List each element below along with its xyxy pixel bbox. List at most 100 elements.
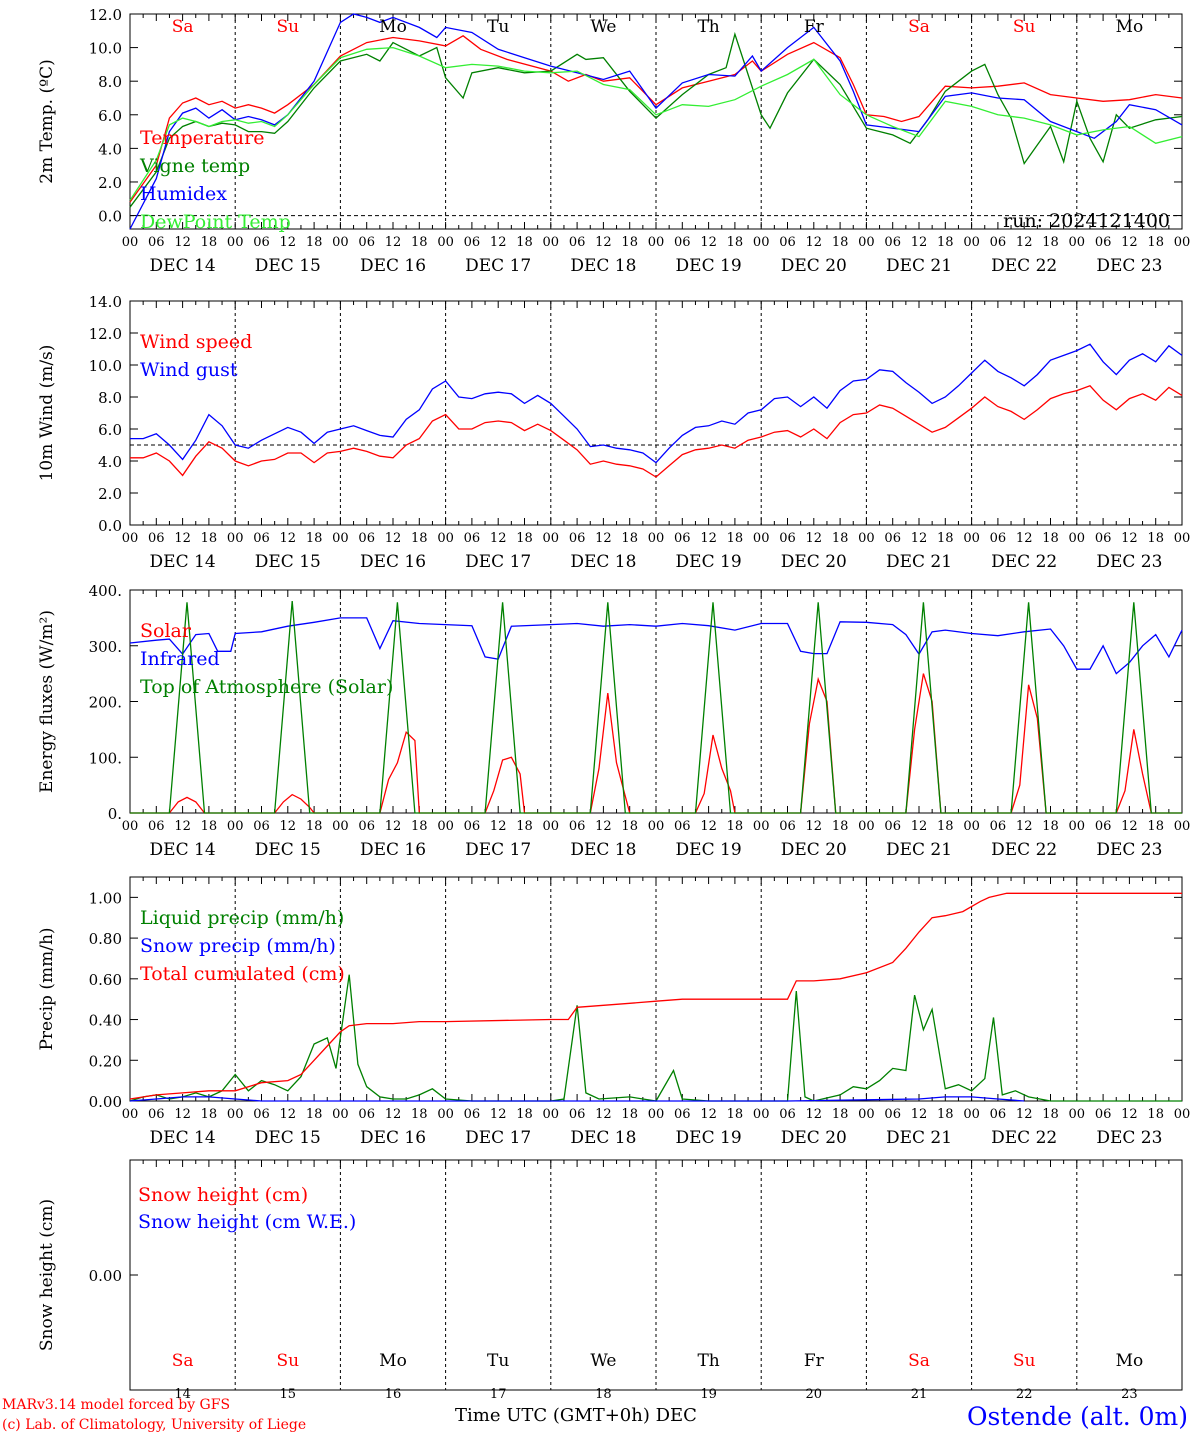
day-label: We <box>590 1351 616 1371</box>
y-tick-label: 10.0 <box>89 40 122 58</box>
x-hour-label: 00 <box>963 531 980 546</box>
x-hour-label: 12 <box>385 819 402 834</box>
x-date-label: DEC 16 <box>360 256 426 276</box>
x-hour-label: 18 <box>621 1107 638 1122</box>
x-day-number: 14 <box>174 1387 191 1402</box>
legend-entry: Humidex <box>140 183 227 205</box>
x-hour-label: 00 <box>753 1107 770 1122</box>
x-hour-label: 18 <box>832 235 849 250</box>
y-tick-label: 14.0 <box>89 293 122 311</box>
x-hour-label: 00 <box>227 819 244 834</box>
x-hour-label: 06 <box>148 531 165 546</box>
x-hour-label: 12 <box>700 819 717 834</box>
day-label: Sa <box>172 17 194 37</box>
x-hour-label: 12 <box>1016 235 1033 250</box>
x-hour-label: 18 <box>937 1107 954 1122</box>
x-day-number: 18 <box>595 1387 612 1402</box>
x-hour-label: 00 <box>122 531 139 546</box>
x-hour-label: 12 <box>280 1107 297 1122</box>
x-hour-label: 18 <box>621 819 638 834</box>
x-hour-label: 12 <box>174 531 191 546</box>
x-hour-label: 12 <box>1016 531 1033 546</box>
x-hour-label: 06 <box>569 531 586 546</box>
x-date-label: DEC 20 <box>781 256 847 276</box>
x-hour-label: 18 <box>201 819 218 834</box>
plot-frame <box>129 300 1183 526</box>
y-axis-title: Energy fluxes (W/m²) <box>37 610 57 793</box>
y-tick-label: 10.0 <box>89 357 122 375</box>
y-tick-label: 0.00 <box>89 1267 122 1285</box>
x-hour-label: 12 <box>1016 1107 1033 1122</box>
x-hour-label: 12 <box>595 235 612 250</box>
x-hour-label: 18 <box>516 819 533 834</box>
x-hour-label: 00 <box>648 819 665 834</box>
legend-entry: Vigne temp <box>139 155 250 177</box>
x-hour-label: 06 <box>464 1107 481 1122</box>
model-credit: MARv3.14 model forced by GFS <box>2 1397 231 1413</box>
x-hour-label: 12 <box>490 235 507 250</box>
x-hour-label: 00 <box>437 235 454 250</box>
x-hour-label: 18 <box>306 531 323 546</box>
y-axis-title: 10m Wind (m/s) <box>37 345 57 482</box>
x-date-label: DEC 14 <box>150 256 216 276</box>
x-hour-label: 06 <box>674 1107 691 1122</box>
x-hour-label: 06 <box>464 819 481 834</box>
x-hour-label: 12 <box>1121 531 1138 546</box>
x-hour-label: 06 <box>1095 531 1112 546</box>
x-hour-label: 18 <box>516 531 533 546</box>
day-label: Mo <box>379 1351 407 1371</box>
x-hour-label: 18 <box>411 1107 428 1122</box>
legend-entry: Liquid precip (mm/h) <box>140 907 344 929</box>
y-tick-label: 100. <box>89 749 122 767</box>
x-hour-label: 00 <box>753 819 770 834</box>
x-date-label: DEC 16 <box>360 552 426 572</box>
day-label: Su <box>276 17 299 37</box>
x-hour-label: 00 <box>1174 1107 1191 1122</box>
y-axis-title: Precip (mm/h) <box>37 927 57 1050</box>
plot-frame <box>129 589 1183 814</box>
x-hour-label: 06 <box>569 235 586 250</box>
series-total-cumulated-cm- <box>129 892 1182 1100</box>
x-hour-label: 12 <box>490 531 507 546</box>
x-date-label: DEC 22 <box>991 256 1057 276</box>
x-hour-label: 00 <box>1069 1107 1086 1122</box>
day-label: Fr <box>804 17 825 37</box>
x-hour-label: 12 <box>595 531 612 546</box>
series-infrared <box>129 617 1183 675</box>
x-hour-label: 00 <box>858 531 875 546</box>
x-date-label: DEC 14 <box>150 1128 216 1148</box>
x-date-label: DEC 16 <box>360 840 426 860</box>
x-date-label: DEC 21 <box>886 256 952 276</box>
x-hour-label: 18 <box>1042 531 1059 546</box>
x-hour-label: 00 <box>963 235 980 250</box>
x-hour-label: 12 <box>174 1107 191 1122</box>
y-tick-label: 0. <box>108 805 122 823</box>
series-liquid-precip-mm-h- <box>129 974 1182 1102</box>
x-hour-label: 12 <box>1121 819 1138 834</box>
x-hour-label: 18 <box>727 531 744 546</box>
y-tick-label: 0.0 <box>98 208 122 226</box>
x-hour-label: 00 <box>963 1107 980 1122</box>
x-date-label: DEC 18 <box>570 256 636 276</box>
x-date-label: DEC 23 <box>1096 256 1162 276</box>
x-date-label: DEC 16 <box>360 1128 426 1148</box>
x-hour-label: 06 <box>464 235 481 250</box>
x-date-label: DEC 22 <box>991 1128 1057 1148</box>
x-hour-label: 00 <box>858 819 875 834</box>
x-hour-label: 06 <box>674 531 691 546</box>
x-day-number: 17 <box>490 1387 507 1402</box>
x-hour-label: 06 <box>569 1107 586 1122</box>
x-date-label: DEC 15 <box>255 552 321 572</box>
x-day-number: 15 <box>280 1387 297 1402</box>
x-hour-label: 06 <box>148 1107 165 1122</box>
run-label: run: 2024121400 <box>1003 210 1170 232</box>
x-hour-label: 00 <box>1069 235 1086 250</box>
x-date-label: DEC 19 <box>676 1128 742 1148</box>
x-hour-label: 12 <box>911 819 928 834</box>
day-label: Mo <box>1116 17 1144 37</box>
x-hour-label: 18 <box>937 235 954 250</box>
x-axis-title: Time UTC (GMT+0h) DEC <box>455 1405 697 1426</box>
panel-1: 0.0 2.0 4.0 6.0 8.0 10.0 12.0 2m Temp. (ºC) Temp… <box>37 6 1190 276</box>
series-snow-precip-mm-h- <box>129 1096 1025 1102</box>
series-vigne-temp <box>129 31 1183 208</box>
